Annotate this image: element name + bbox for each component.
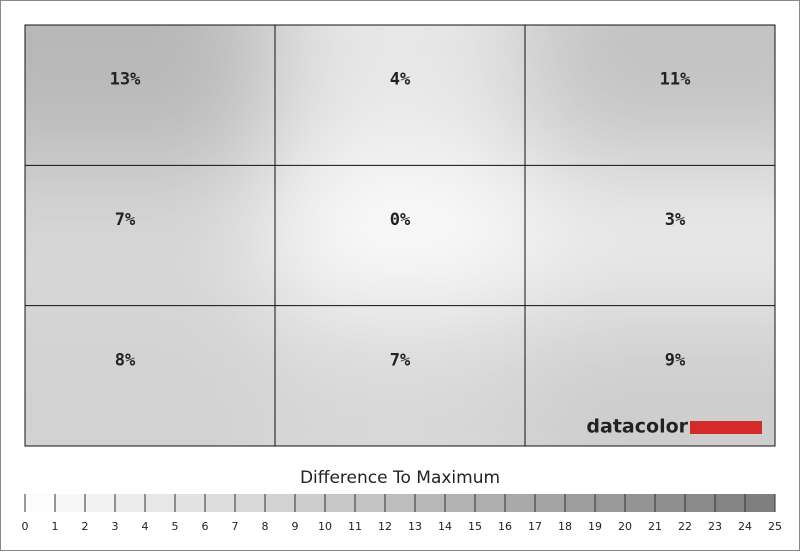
colorbar-tick-label: 21: [648, 520, 662, 533]
colorbar-segment: [595, 494, 625, 512]
colorbar-segment: [235, 494, 265, 512]
colorbar-segment: [565, 494, 595, 512]
colorbar-segment: [715, 494, 745, 512]
colorbar-segment: [25, 494, 55, 512]
colorbar-tick-label: 24: [738, 520, 752, 533]
colorbar-segment: [415, 494, 445, 512]
cell-label: 8%: [115, 350, 136, 370]
colorbar-tick-label: 8: [262, 520, 269, 533]
colorbar-segment: [85, 494, 115, 512]
cell: [25, 165, 275, 306]
labels: 13% 4% 11% 7% 0% 3% 8% 7% 9%: [110, 70, 691, 371]
colorbar-tick-label: 10: [318, 520, 332, 533]
colorbar-segment: [175, 494, 205, 512]
colorbar-segment: [685, 494, 715, 512]
colorbar-segment: [145, 494, 175, 512]
cell: [25, 25, 275, 166]
cell: [275, 305, 525, 446]
colorbar-tick-label: 5: [172, 520, 179, 533]
colorbar-segment: [265, 494, 295, 512]
colorbar-segment: [115, 494, 145, 512]
cell: [525, 25, 775, 166]
colorbar-segment: [55, 494, 85, 512]
colorbar-tick-label: 15: [468, 520, 482, 533]
cell: [25, 305, 275, 446]
cell-label: 3%: [665, 210, 686, 230]
colorbar-tick-label: 20: [618, 520, 632, 533]
colorbar-segment: [385, 494, 415, 512]
colorbar-title: Difference To Maximum: [300, 468, 500, 488]
colorbar-tick-label: 16: [498, 520, 512, 533]
colorbar: 0 1 2 3 4 5 6 7 8 9 10 11 12 13 14 15 16 17 18 19 20 21 22 23 24…: [22, 494, 782, 533]
cell-label: 4%: [390, 70, 411, 90]
colorbar-segment: [295, 494, 325, 512]
colorbar-segment: [655, 494, 685, 512]
colorbar-tick-label: 9: [292, 520, 299, 533]
colorbar-segment: [505, 494, 535, 512]
map-border: [24, 24, 776, 447]
colorbar-segment: [625, 494, 655, 512]
colorbar-tick-label: 23: [708, 520, 722, 533]
grid: [24, 24, 776, 447]
colorbar-tick-label: 0: [22, 520, 29, 533]
colorbar-tick-label: 22: [678, 520, 692, 533]
colorbar-segment: [445, 494, 475, 512]
cell-label: 7%: [390, 350, 411, 370]
colorbar-segment: [325, 494, 355, 512]
cell-label: 11%: [660, 70, 691, 90]
colorbar-tick-label: 6: [202, 520, 209, 533]
colorbar-tick-label: 13: [408, 520, 422, 533]
cell-label: 7%: [115, 210, 136, 230]
cell-label: 13%: [110, 70, 141, 90]
colorbar-tick-label: 12: [378, 520, 392, 533]
brand-bar: [690, 421, 762, 434]
colorbar-segment: [475, 494, 505, 512]
colorbar-segment: [535, 494, 565, 512]
cell-label: 0%: [390, 210, 411, 230]
colorbar-tick-label: 3: [112, 520, 119, 533]
brand: datacolor: [586, 416, 688, 438]
cell: [525, 165, 775, 306]
colorbar-tick-label: 17: [528, 520, 542, 533]
colorbar-tick-label: 14: [438, 520, 452, 533]
colorbar-tick-label: 1: [52, 520, 59, 533]
colorbar-tick-label: 18: [558, 520, 572, 533]
cell-label: 9%: [665, 350, 686, 370]
colorbar-segment: [205, 494, 235, 512]
colorbar-tick-label: 2: [82, 520, 89, 533]
colorbar-tick-label: 25: [768, 520, 782, 533]
colorbar-segment: [355, 494, 385, 512]
colorbar-tick-label: 11: [348, 520, 362, 533]
cell: [275, 165, 525, 306]
colorbar-tick-label: 7: [232, 520, 239, 533]
colorbar-segment: [745, 494, 775, 512]
colorbar-tick-label: 4: [142, 520, 149, 533]
colorbar-tick-label: 19: [588, 520, 602, 533]
cell: [275, 25, 525, 166]
